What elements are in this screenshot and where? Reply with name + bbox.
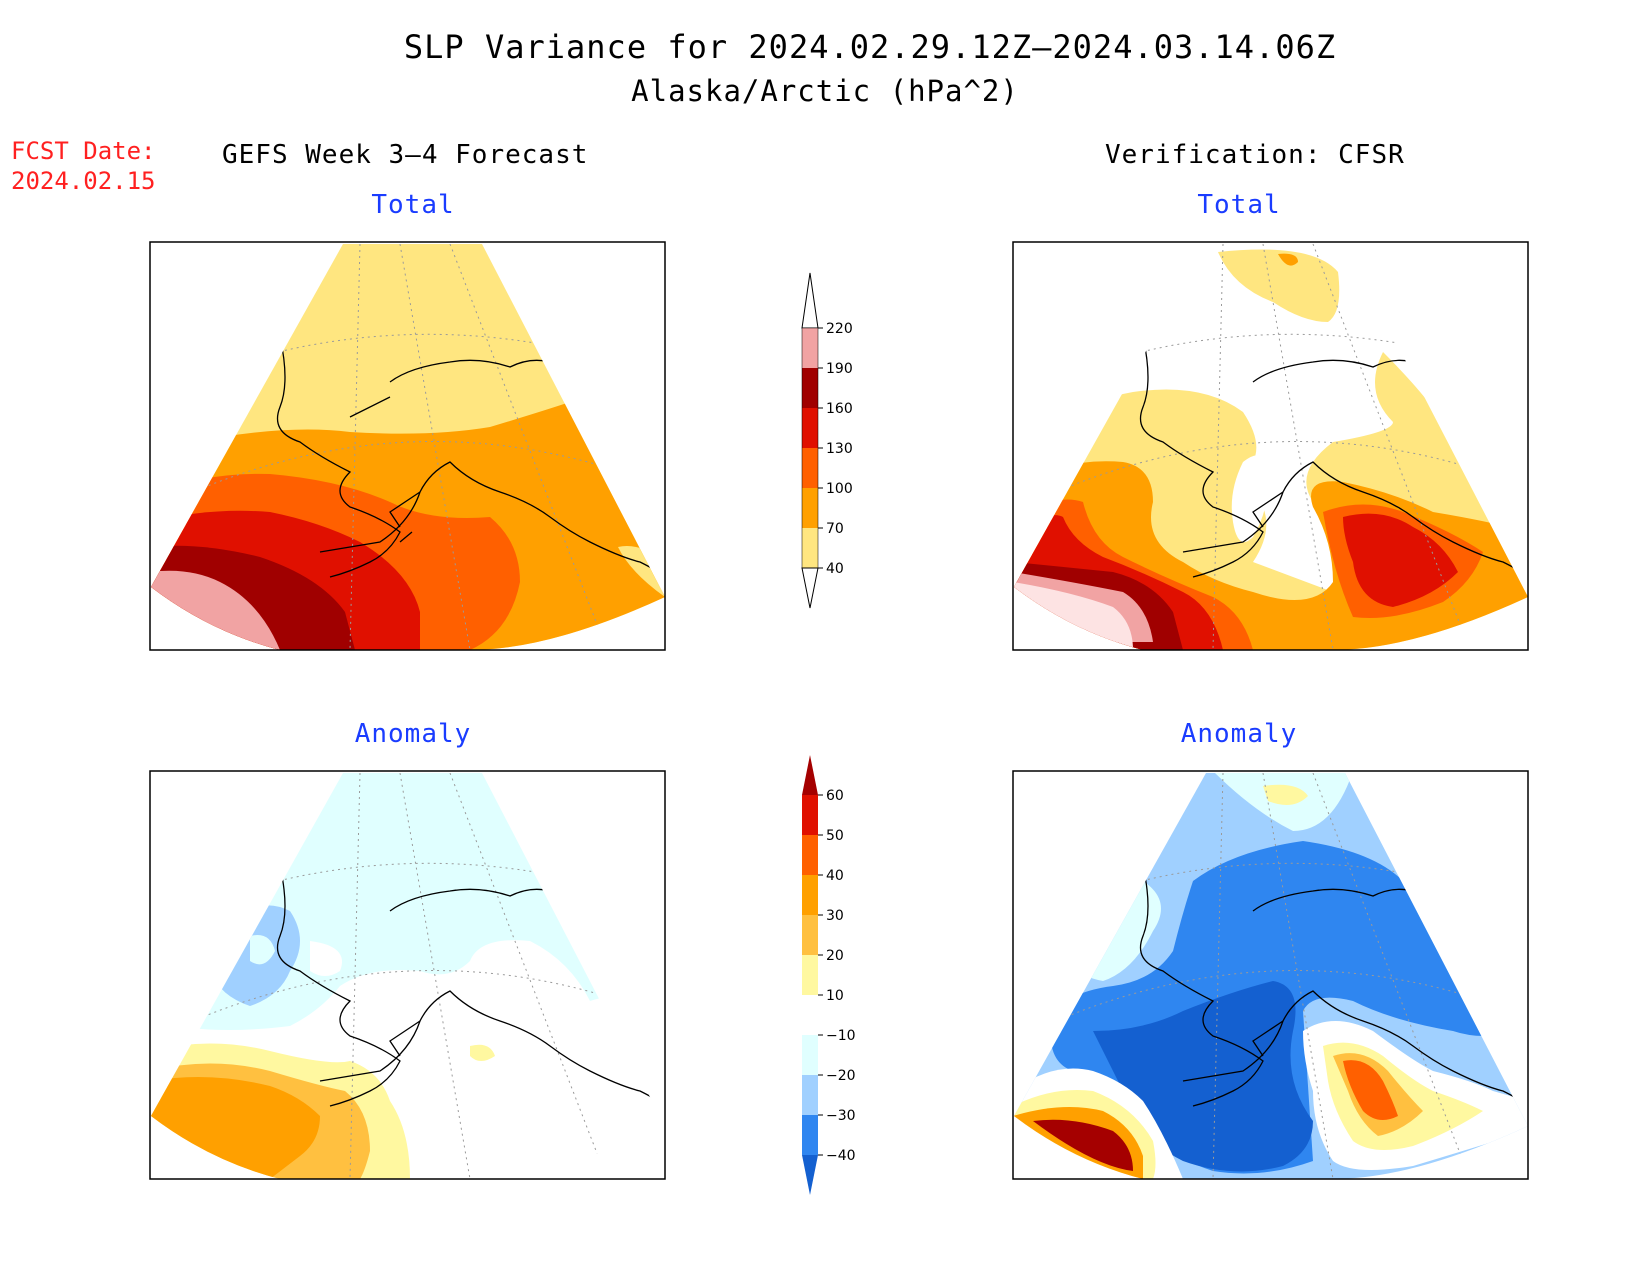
total-colorbar: 220 190 160 130 100 70 40 [801, 272, 853, 609]
colorbar-segment [802, 835, 818, 875]
forecast-anomaly-map [149, 770, 666, 1180]
verification-total-title: Total [1197, 190, 1281, 220]
verification-heading: Verification: CFSR [1105, 140, 1405, 170]
colorbar-tick-label: 20 [826, 948, 844, 964]
colorbar-tick-label: −30 [826, 1108, 856, 1124]
colorbar-tick-label: 100 [826, 481, 853, 497]
colorbar-tick-label: −40 [826, 1148, 856, 1164]
colorbar-tick-label: 70 [826, 521, 844, 537]
colorbar-tick-label: 190 [826, 361, 853, 377]
colorbar-tick-label: 130 [826, 441, 853, 457]
colorbar-segment [802, 795, 818, 835]
colorbar-segment [802, 408, 818, 448]
colorbar-segment [802, 328, 818, 368]
colorbar-tick-label: 40 [826, 868, 844, 884]
colorbar-tick-label: 10 [826, 988, 844, 1004]
colorbar-segment [802, 875, 818, 915]
colorbar-tick-label: 30 [826, 908, 844, 924]
colorbar-tick-label: 160 [826, 401, 853, 417]
colorbar-segment [802, 448, 818, 488]
forecast-total-title: Total [371, 190, 455, 220]
figure-title: SLP Variance for 2024.02.29.12Z–2024.03.… [403, 28, 1337, 66]
colorbar-bottom-taper [801, 567, 819, 609]
colorbar-tick-label: 220 [826, 321, 853, 337]
figure-subtitle: Alaska/Arctic (hPa^2) [631, 74, 1019, 108]
colorbar-segment [802, 1115, 818, 1155]
fcst-date-value: 2024.02.15 [11, 167, 156, 195]
anomaly-colorbar: 60 50 40 30 20 10 −10 −20 −30 −40 [802, 755, 856, 1195]
forecast-total-map [149, 241, 666, 651]
colorbar-segment [802, 1075, 818, 1115]
verification-total-map [1012, 241, 1529, 651]
fcst-date-label: FCST Date: [11, 137, 156, 165]
colorbar-tick-label: 60 [826, 788, 844, 804]
colorbar-tick-label: −10 [826, 1028, 856, 1044]
colorbar-segment [802, 955, 818, 995]
forecast-heading: GEFS Week 3–4 Forecast [222, 140, 589, 170]
colorbar-segment [802, 528, 818, 568]
verification-anomaly-title: Anomaly [1180, 719, 1298, 749]
colorbar-segment [802, 488, 818, 528]
colorbar-bottom-taper [802, 1155, 818, 1195]
fcst-date: FCST Date: 2024.02.15 [11, 136, 156, 196]
colorbar-tick-label: −20 [826, 1068, 856, 1084]
colorbar-segment [802, 995, 818, 1035]
colorbar-segment [802, 1035, 818, 1075]
colorbar-frame [801, 327, 819, 569]
colorbar-top-taper [802, 755, 818, 795]
colorbar-tick-label: 40 [826, 561, 844, 577]
colorbar-tick-label: 50 [826, 828, 844, 844]
colorbar-segment [802, 368, 818, 408]
forecast-anomaly-title: Anomaly [354, 719, 472, 749]
colorbar-segment [802, 915, 818, 955]
verification-anomaly-map [1012, 770, 1529, 1180]
colorbar-top-taper [801, 272, 819, 329]
